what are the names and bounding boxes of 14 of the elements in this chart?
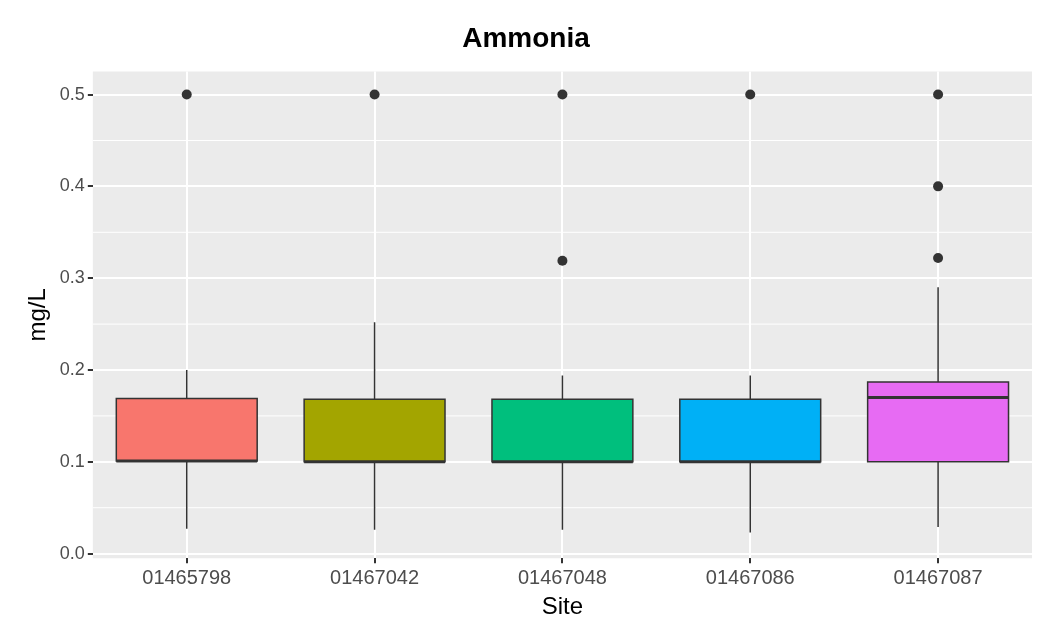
x-tick-label: 01467087 [893,565,983,588]
x-tick-label: 01467048 [517,565,607,588]
y-tick-label: 0.5 [59,83,85,104]
x-tick-label: 01467086 [705,565,795,588]
y-tick-label: 0.0 [59,542,85,563]
y-tick-label: 0.3 [59,267,85,288]
x-tick-label: 01467042 [330,565,420,588]
chart-title: Ammonia [462,21,591,53]
y-axis-title: mg/L [23,288,51,342]
x-axis-title: Site [541,592,584,620]
y-tick-label: 0.4 [59,175,85,196]
x-tick-label: 01465798 [142,565,232,588]
y-tick-label: 0.2 [59,358,85,379]
y-tick-label: 0.1 [59,450,85,471]
